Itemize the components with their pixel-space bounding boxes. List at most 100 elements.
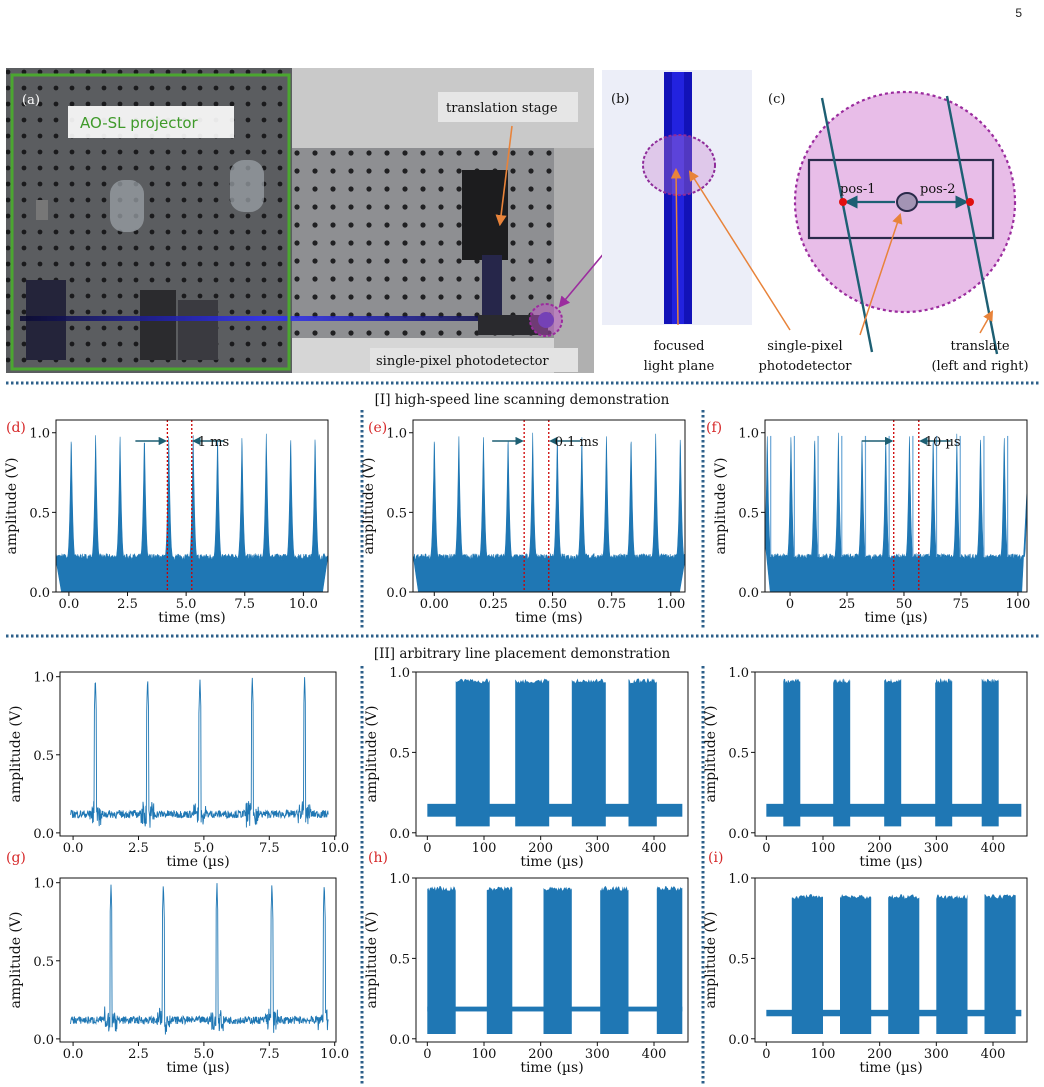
charts: 1 ms 0.0 2.5 5.0 7.5 10.0 0.0 0.5 1.0 time (ms) am… (4, 419, 1030, 1076)
axes-frame (754, 877, 1028, 1043)
y-tick-label: 0.5 (738, 506, 759, 521)
detector-caption-2: photodetector (758, 359, 852, 374)
x-axis-label: time (µs) (166, 854, 229, 870)
panel-label-i: (i) (708, 850, 723, 866)
axes-frame (415, 877, 689, 1043)
y-tick-label: 1.0 (728, 872, 749, 887)
x-tick-label: 400 (981, 1047, 1006, 1062)
projector-outline (10, 73, 291, 371)
signal-block (888, 894, 920, 1034)
x-tick-label: 200 (867, 1047, 892, 1062)
signal-block (791, 894, 823, 1034)
focused-caption-2: light plane (644, 359, 715, 374)
x-tick-label: 100 (472, 841, 497, 856)
translate-caption-2: (left and right) (931, 359, 1028, 374)
y-tick-label: 0.0 (386, 586, 407, 601)
y-axis-label: amplitude (V) (8, 706, 24, 803)
interval-annotation: 10 µs (925, 435, 961, 450)
y-axis-label: amplitude (V) (703, 912, 719, 1009)
x-axis-label: time (µs) (859, 1060, 922, 1076)
axes-frame (59, 877, 337, 1043)
x-tick-label: 100 (1005, 597, 1030, 612)
signal-block (783, 678, 801, 827)
x-tick-label: 0 (762, 1047, 770, 1062)
plot-area (70, 677, 329, 828)
x-tick-label: 2.5 (117, 597, 138, 612)
axes-frame (59, 671, 337, 837)
x-tick-label: 200 (867, 841, 892, 856)
x-tick-label: 300 (585, 841, 610, 856)
y-tick-label: 0.0 (728, 827, 749, 842)
photo-panel-a: AO-SL projector (a) translation stage si… (6, 68, 662, 373)
x-tick-label: 10.0 (289, 597, 318, 612)
y-tick-label: 1.0 (29, 427, 50, 442)
x-tick-label: 25 (839, 597, 856, 612)
chart-h: 0 100 200 300 400 0.0 0.5 1.0 time (µs) amplitude… (364, 850, 689, 1076)
y-tick-label: 1.0 (33, 877, 54, 892)
x-tick-label: 0 (762, 841, 770, 856)
x-tick-label: 100 (811, 1047, 836, 1062)
x-axis-label: time (µs) (864, 610, 927, 626)
y-axis-label: amplitude (V) (8, 912, 24, 1009)
x-tick-label: 2.5 (128, 1047, 149, 1062)
section-2-title: [II] arbitrary line placement demonstrat… (374, 646, 671, 662)
x-tick-label: 300 (924, 1047, 949, 1062)
x-tick-label: 400 (981, 841, 1006, 856)
y-tick-label: 0.5 (728, 952, 749, 967)
x-tick-label: 0 (423, 1047, 431, 1062)
y-axis-label: amplitude (V) (364, 706, 380, 803)
signal-block (427, 886, 456, 1034)
y-tick-label: 0.5 (389, 746, 410, 761)
y-tick-label: 0.5 (389, 952, 410, 967)
x-tick-label: 10.0 (320, 1047, 349, 1062)
axes-frame (415, 671, 689, 837)
chart-g_top: 0.0 2.5 5.0 7.5 10.0 0.0 0.5 1.0 time (µs) amplit… (8, 671, 349, 870)
chart-g: 0.0 2.5 5.0 7.5 10.0 0.0 0.5 1.0 time (µs) amplit… (6, 850, 349, 1076)
y-tick-label: 0.0 (33, 1033, 54, 1048)
interval-annotation: 0.1 ms (555, 435, 599, 450)
y-tick-label: 1.0 (389, 872, 410, 887)
x-tick-label: 0 (786, 597, 794, 612)
x-tick-label: 7.5 (234, 597, 255, 612)
projector-label: AO-SL projector (80, 114, 199, 132)
chart-d: 1 ms 0.0 2.5 5.0 7.5 10.0 0.0 0.5 1.0 time (ms) am… (4, 419, 329, 626)
focused-caption-1: focused (654, 339, 705, 354)
x-tick-label: 200 (528, 841, 553, 856)
plot-area (427, 886, 683, 1034)
signal-block (656, 886, 683, 1034)
plot-area (766, 894, 1022, 1034)
x-tick-label: 200 (528, 1047, 553, 1062)
y-tick-label: 1.0 (389, 666, 410, 681)
signal-block (936, 894, 968, 1034)
interval-annotation: 1 ms (198, 435, 229, 450)
x-tick-label: 2.5 (128, 841, 149, 856)
signal-block (984, 894, 1016, 1034)
signal-block (981, 678, 999, 827)
x-axis-label: time (µs) (166, 1060, 229, 1076)
section-1-title: [I] high-speed line scanning demonstrati… (375, 392, 670, 408)
signal-g_top (70, 677, 329, 828)
signal-g (70, 883, 329, 1035)
signal-block (628, 678, 657, 827)
x-tick-label: 0.00 (420, 597, 449, 612)
detector-caption-1: single-pixel (767, 339, 842, 354)
panel-b-label: (b) (611, 92, 629, 107)
chart-e: 0.1 ms 0.00 0.25 0.50 0.75 1.00 0.0 0.5 1.0 time … (361, 419, 686, 626)
axes-frame (412, 419, 686, 593)
translation-stage-label: translation stage (446, 101, 558, 116)
panel-label-e: (e) (368, 420, 387, 436)
x-tick-label: 75 (953, 597, 970, 612)
signal-block (455, 678, 490, 827)
y-tick-label: 1.0 (33, 671, 54, 686)
page-number: 5 (1015, 6, 1022, 20)
signal-block (840, 894, 872, 1034)
y-tick-label: 0.0 (389, 827, 410, 842)
y-tick-label: 0.0 (389, 1033, 410, 1048)
x-tick-label: 5.0 (176, 597, 197, 612)
x-axis-label: time (ms) (158, 610, 226, 626)
x-tick-label: 50 (896, 597, 913, 612)
panel-c-label: (c) (768, 92, 785, 107)
signal-block (486, 886, 513, 1034)
panel-b: (b) focused light plane (602, 70, 791, 374)
signal-block (571, 678, 606, 827)
